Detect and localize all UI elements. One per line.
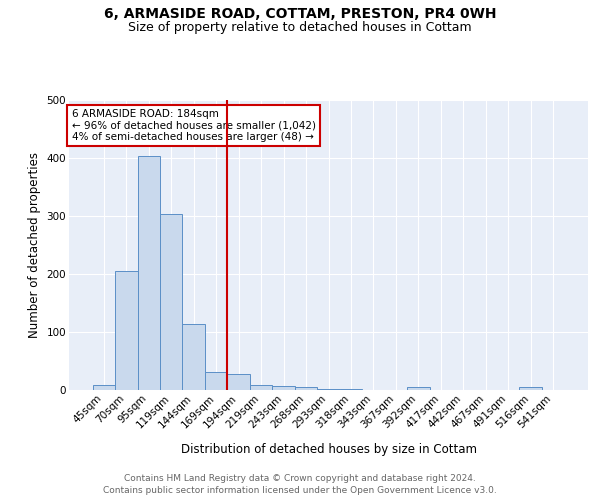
Bar <box>92 385 115 390</box>
Text: Distribution of detached houses by size in Cottam: Distribution of detached houses by size … <box>181 442 477 456</box>
Bar <box>137 156 160 390</box>
Text: Size of property relative to detached houses in Cottam: Size of property relative to detached ho… <box>128 21 472 34</box>
Bar <box>272 386 295 390</box>
Bar <box>160 214 182 390</box>
Text: Contains HM Land Registry data © Crown copyright and database right 2024.
Contai: Contains HM Land Registry data © Crown c… <box>103 474 497 495</box>
Bar <box>115 271 137 390</box>
Bar <box>407 387 430 390</box>
Bar <box>520 387 542 390</box>
Bar <box>295 387 317 390</box>
Bar <box>250 386 272 390</box>
Y-axis label: Number of detached properties: Number of detached properties <box>28 152 41 338</box>
Text: 6 ARMASIDE ROAD: 184sqm
← 96% of detached houses are smaller (1,042)
4% of semi-: 6 ARMASIDE ROAD: 184sqm ← 96% of detache… <box>71 108 316 142</box>
Text: 6, ARMASIDE ROAD, COTTAM, PRESTON, PR4 0WH: 6, ARMASIDE ROAD, COTTAM, PRESTON, PR4 0… <box>104 8 496 22</box>
Bar <box>227 374 250 390</box>
Bar <box>182 324 205 390</box>
Bar <box>205 372 227 390</box>
